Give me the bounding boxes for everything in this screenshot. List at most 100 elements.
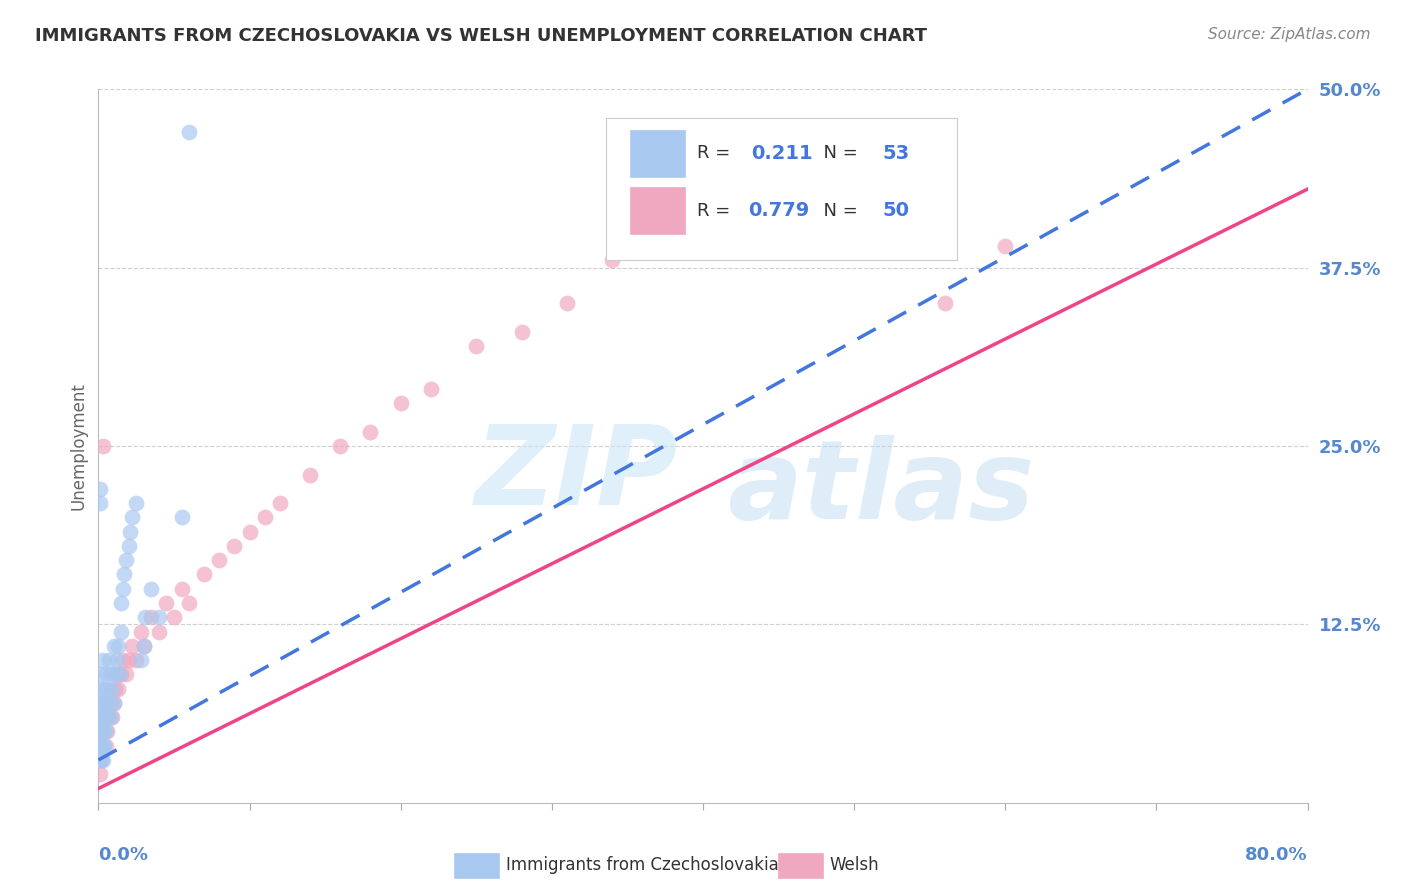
Point [111,653,134,667]
Text: Source: ZipAtlas.com: Source: ZipAtlas.com [1208,27,1371,42]
Point [89,739,111,753]
Text: N =: N = [811,145,863,162]
Point [91,710,114,724]
Point [110,667,132,681]
Text: atlas: atlas [727,435,1035,542]
Point [103,639,125,653]
Point [155,596,177,610]
Point [170,582,193,596]
Text: N =: N = [811,202,863,219]
Point [89,767,111,781]
Point [93,739,115,753]
Point [129,624,152,639]
Point [129,653,152,667]
Point [118,653,141,667]
Point [107,639,129,653]
Point [91,753,114,767]
Point [89,710,111,724]
Point [90,667,112,681]
Point [94,739,117,753]
Point [91,739,114,753]
Point [100,667,122,681]
FancyBboxPatch shape [630,187,685,234]
Point [118,539,141,553]
Text: Immigrants from Czechoslovakia: Immigrants from Czechoslovakia [506,856,779,874]
Point [465,339,488,353]
Point [510,325,533,339]
Point [132,639,155,653]
Point [89,739,111,753]
Point [93,710,115,724]
Point [177,125,201,139]
Point [90,739,112,753]
Point [90,724,112,739]
Point [148,624,170,639]
Point [994,239,1017,253]
Point [170,510,193,524]
Point [89,482,111,496]
Point [103,696,125,710]
FancyBboxPatch shape [630,130,685,177]
Point [121,510,143,524]
Point [89,724,111,739]
Point [96,681,118,696]
Text: 0.779: 0.779 [748,201,808,220]
Y-axis label: Unemployment: Unemployment [69,382,87,510]
Point [101,681,124,696]
Point [329,439,352,453]
Point [253,510,276,524]
Point [91,653,114,667]
FancyBboxPatch shape [606,118,957,260]
Point [90,710,112,724]
Point [94,696,117,710]
Point [125,653,148,667]
Point [90,681,112,696]
Point [93,724,115,739]
Point [90,753,112,767]
Point [104,681,127,696]
Point [177,596,201,610]
Point [134,610,156,624]
Point [389,396,412,410]
Point [141,610,163,624]
Point [91,724,114,739]
Text: 80.0%: 80.0% [1244,846,1308,863]
Text: IMMIGRANTS FROM CZECHOSLOVAKIA VS WELSH UNEMPLOYMENT CORRELATION CHART: IMMIGRANTS FROM CZECHOSLOVAKIA VS WELSH … [35,27,927,45]
Text: ZIP: ZIP [475,421,679,528]
Point [208,553,231,567]
Point [96,710,118,724]
Text: R =: R = [697,202,735,219]
Point [91,439,114,453]
Point [98,710,121,724]
Point [110,596,132,610]
Point [602,253,624,268]
Point [112,567,135,582]
Point [108,667,131,681]
Point [96,724,118,739]
Point [224,539,246,553]
Point [239,524,262,539]
Point [419,382,441,396]
Point [125,496,148,510]
Point [100,710,122,724]
Text: 53: 53 [882,144,910,163]
Point [120,524,142,539]
Point [91,696,114,710]
Text: 50: 50 [882,201,908,220]
Point [98,653,121,667]
Point [89,696,111,710]
Point [93,696,115,710]
Point [269,496,291,510]
Point [111,582,134,596]
Point [114,667,136,681]
Point [89,496,111,510]
Point [91,739,114,753]
Point [110,624,132,639]
Point [100,696,122,710]
Text: Welsh: Welsh [830,856,879,874]
Point [121,639,143,653]
Point [105,667,128,681]
Point [101,710,124,724]
Point [105,653,128,667]
Point [148,610,170,624]
